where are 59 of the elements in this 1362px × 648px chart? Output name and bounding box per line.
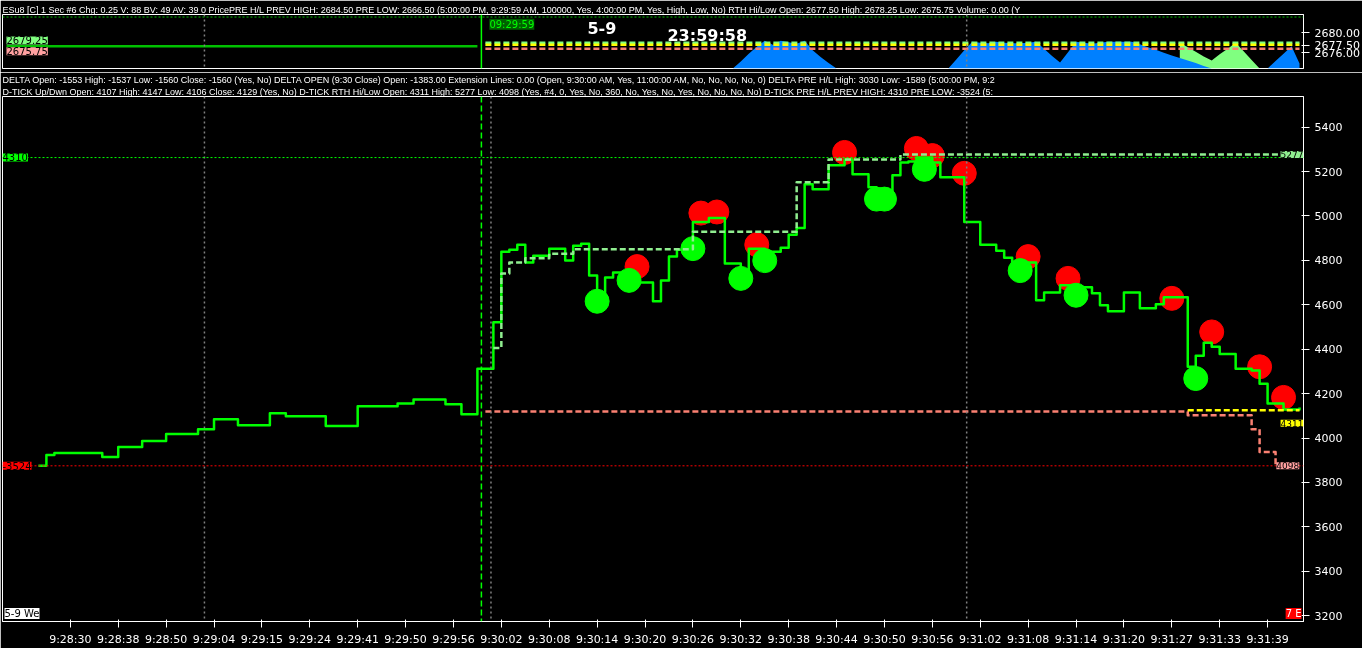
x-tick-label: 9:29:24 — [288, 632, 331, 646]
x-tick-label: 9:29:56 — [432, 632, 475, 646]
x-tick-label: 9:30:02 — [480, 632, 523, 646]
x-tick-label: 9:30:20 — [623, 632, 667, 646]
annotation: -3524 — [2, 460, 32, 472]
x-tick-label: 9:30:26 — [671, 632, 715, 646]
y-tick-label: 4200 — [1314, 387, 1343, 401]
annotation: 7 E — [1285, 608, 1302, 619]
annotation: 23:59:58 — [667, 25, 748, 45]
x-tick-label: 9:31:02 — [959, 632, 1002, 646]
y-tick-label: 4400 — [1314, 343, 1343, 357]
y-tick-label: 5200 — [1314, 165, 1343, 179]
point — [1199, 319, 1225, 345]
x-tick-label: 9:30:56 — [911, 632, 954, 646]
x-tick-label: 9:29:04 — [192, 632, 236, 646]
annotation: 5-9 We — [4, 608, 40, 619]
point — [911, 156, 937, 182]
annotation: 4098 — [1276, 461, 1300, 472]
x-tick-label: 9:29:50 — [384, 632, 427, 646]
x-tick-label: 9:31:14 — [1054, 632, 1098, 646]
point — [1183, 366, 1209, 392]
y-tick-label: 4600 — [1314, 298, 1343, 312]
x-tick-label: 9:28:30 — [49, 632, 92, 646]
point — [728, 265, 754, 291]
x-tick-label: 9:30:08 — [528, 632, 571, 646]
y-tick-label: 3200 — [1314, 609, 1343, 623]
x-tick-label: 9:28:38 — [97, 632, 140, 646]
point — [752, 248, 778, 274]
y-tick-label: 2680.00 — [1314, 26, 1360, 40]
point — [1007, 258, 1033, 284]
text: DELTA Open: -1553 High: -1537 Low: -1560 Close: -1560 (Yes, No) DELTA OPEN (9:30 Close) Open: -1383.00 Extension Lines: 0.00 (Open, 9:30:00 AM, Yes, 11:00:00 AM, No, No, No, No, 0) DELTA PRE H/L High: 3030 Low: -1589 (5:00:00 PM, 9:2 — [2, 74, 995, 85]
x-tick-label: 9:30:44 — [815, 632, 858, 646]
x-tick-label: 9:31:27 — [1150, 632, 1194, 646]
x-tick-label: 9:29:41 — [336, 632, 379, 646]
x-tick-label: 9:30:50 — [863, 632, 906, 646]
point — [584, 288, 610, 314]
y-tick-label: 3400 — [1314, 565, 1343, 579]
y-tick-label: 4000 — [1314, 432, 1343, 446]
x-tick-label: 9:30:14 — [575, 632, 619, 646]
x-tick-label: 9:30:38 — [767, 632, 810, 646]
x-tick-label: 9:28:50 — [144, 632, 188, 646]
y-tick-label: 3800 — [1314, 476, 1343, 490]
y-tick-label: 5400 — [1314, 121, 1343, 135]
y-tick-label: 4800 — [1314, 254, 1343, 268]
annotation: 2675.75 — [6, 46, 48, 58]
x-tick-label: 9:30:32 — [719, 632, 762, 646]
x-tick-label: 9:31:39 — [1246, 632, 1289, 646]
annotation: 09:29:59 — [489, 18, 535, 30]
y-tick-label: 3600 — [1314, 520, 1343, 534]
y-tick-label: 5000 — [1314, 209, 1343, 223]
x-tick-label: 9:31:33 — [1198, 632, 1241, 646]
annotation: 5-9 — [587, 19, 617, 38]
annotation: 4311 — [1280, 418, 1304, 429]
x-tick-label: 9:31:08 — [1006, 632, 1050, 646]
point — [1063, 282, 1089, 308]
x-tick-label: 9:29:15 — [240, 632, 284, 646]
annotation: 4310 — [2, 152, 28, 164]
x-tick-label: 9:31:20 — [1102, 632, 1146, 646]
annotation: 2679.25 — [6, 35, 48, 47]
